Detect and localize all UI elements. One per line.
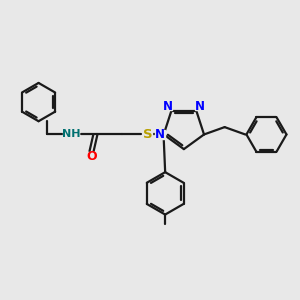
Text: NH: NH (62, 130, 80, 140)
Bar (195, 102, 205, 110)
Bar (155, 130, 165, 139)
Bar (143, 130, 152, 139)
Bar (63, 130, 79, 139)
Text: S: S (143, 128, 152, 141)
Text: N: N (155, 128, 165, 141)
Bar (87, 152, 97, 161)
Text: N: N (163, 100, 172, 113)
Bar (163, 102, 172, 110)
Text: O: O (87, 150, 98, 163)
Text: N: N (195, 100, 205, 113)
